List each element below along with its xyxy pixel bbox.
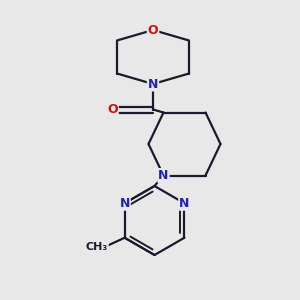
Text: O: O [107, 103, 118, 116]
Text: N: N [179, 197, 190, 210]
Text: N: N [158, 169, 169, 182]
Text: N: N [119, 197, 130, 210]
Text: CH₃: CH₃ [85, 242, 108, 252]
Text: N: N [148, 77, 158, 91]
Text: O: O [148, 23, 158, 37]
